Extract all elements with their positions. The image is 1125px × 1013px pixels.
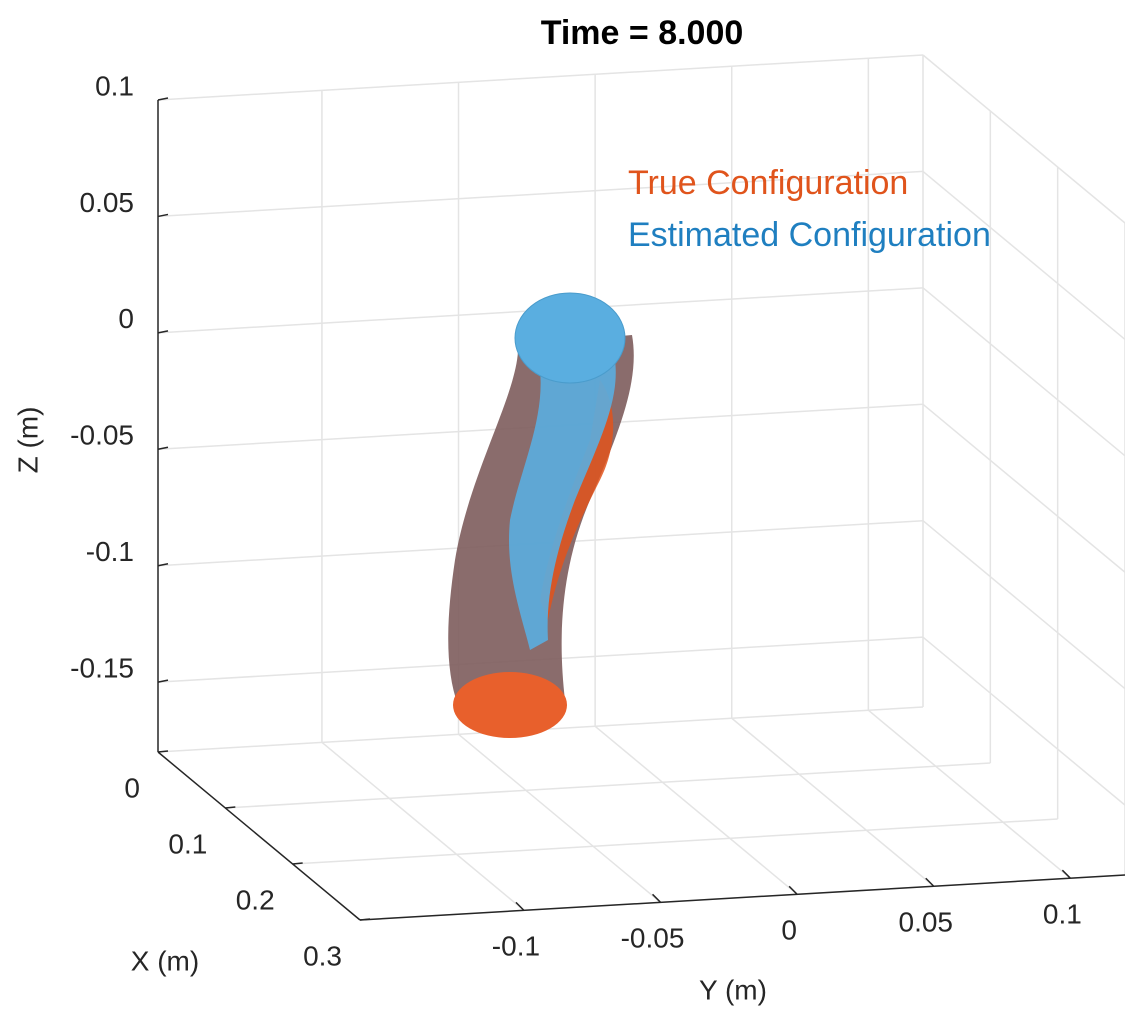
z-tick-label: 0 xyxy=(118,303,134,334)
y-tick-label: 0.05 xyxy=(899,907,954,938)
z-grid-line xyxy=(157,54,924,101)
y-tick xyxy=(925,877,935,887)
y-grid-line xyxy=(731,717,935,887)
x-tick xyxy=(225,806,236,809)
y-tick-label: -0.05 xyxy=(621,923,685,954)
y-tick xyxy=(1061,869,1071,879)
y-grid-line xyxy=(867,709,1071,879)
z-grid-line xyxy=(157,170,924,218)
z-axis-label: Z (m) xyxy=(12,407,43,474)
z-tick-label: -0.1 xyxy=(86,536,134,567)
x-axis-label: X (m) xyxy=(131,945,199,976)
x-tick-label: 0.3 xyxy=(303,940,342,971)
z-tick xyxy=(157,97,169,101)
estimated-configuration-body xyxy=(509,360,616,650)
y-tick-label: 0.1 xyxy=(1043,899,1082,930)
z-tick xyxy=(157,446,169,451)
y-tick-label: 0 xyxy=(781,915,797,946)
tube xyxy=(448,292,634,738)
z-grid-line xyxy=(922,636,1125,806)
z-tick xyxy=(157,562,169,567)
z-tick xyxy=(157,330,169,334)
x-tick-label: 0.1 xyxy=(168,828,207,859)
y-tick-label: -0.1 xyxy=(492,931,540,962)
z-tick xyxy=(157,213,169,218)
z-grid-line xyxy=(922,287,1125,457)
y-tick xyxy=(515,901,525,911)
z-tick-label: 0.05 xyxy=(80,187,135,218)
z-grid-line xyxy=(922,403,1125,573)
x-grid-line xyxy=(292,818,1058,865)
true-configuration-end xyxy=(453,672,567,738)
y-tick xyxy=(788,885,798,895)
x-tick xyxy=(292,862,303,865)
legend-entry: True Configuration xyxy=(628,164,908,202)
z-grid-line xyxy=(922,520,1125,690)
x-axis xyxy=(157,751,361,921)
y-axis xyxy=(359,874,1125,921)
x-tick-label: 0 xyxy=(124,772,140,803)
z-tick-label: 0.1 xyxy=(95,70,134,101)
legend-entry: Estimated Configuration xyxy=(628,216,991,254)
chart-title: Time = 8.000 xyxy=(541,14,744,52)
x-grid-line xyxy=(225,762,991,809)
y-grid-line xyxy=(458,733,662,903)
y-grid-line xyxy=(321,741,525,911)
z-grid-line xyxy=(922,170,1125,341)
y-tick xyxy=(652,893,662,903)
x-tick xyxy=(359,918,371,921)
y-grid-line xyxy=(594,725,798,895)
estimated-configuration-end xyxy=(514,292,626,384)
x-tick-label: 0.2 xyxy=(236,884,275,915)
z-tick-label: -0.05 xyxy=(70,420,134,451)
z-grid-line xyxy=(922,54,1125,224)
y-axis-label: Y (m) xyxy=(699,974,767,1005)
z-tick-label: -0.15 xyxy=(70,653,134,684)
z-tick xyxy=(157,679,169,683)
x-tick xyxy=(157,750,169,753)
